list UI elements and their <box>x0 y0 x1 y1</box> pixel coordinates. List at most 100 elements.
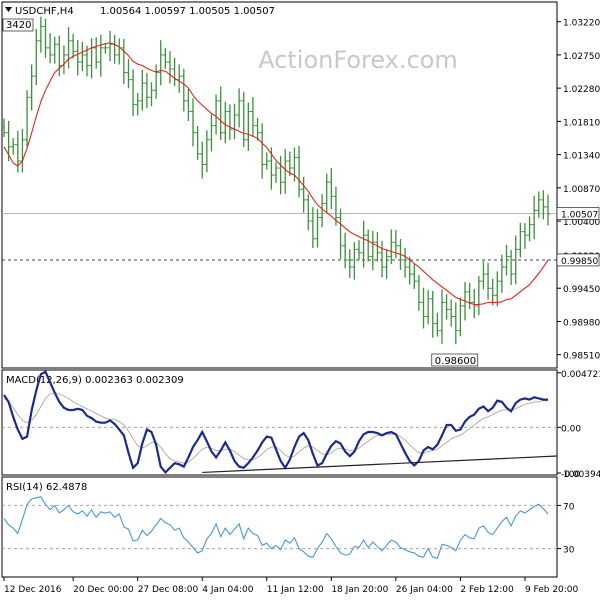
ohlc-bar <box>47 33 53 64</box>
ohlc-bar <box>80 41 85 72</box>
ohlc-bar <box>1 118 7 137</box>
ohlc-bar <box>435 312 440 337</box>
ohlc-bar <box>458 297 463 337</box>
low-annotation-label: 0.98600 <box>435 356 476 367</box>
ohlc-bar <box>508 249 514 285</box>
ohlc-bar <box>103 43 108 54</box>
ohlc-bar <box>181 68 186 112</box>
ohlc-bar <box>499 254 505 293</box>
xtick-label: 12 Dec 2016 <box>4 585 62 595</box>
ohlc-bar <box>126 58 131 89</box>
ohlc-bar <box>287 151 293 176</box>
ohlc-bar <box>296 145 302 198</box>
ohlc-bar <box>495 271 500 307</box>
macd-signal-line <box>3 392 548 464</box>
ohlc-bar <box>352 242 357 280</box>
macd-ytick-label: 0.00 <box>561 424 581 434</box>
collapse-triangle-icon[interactable] <box>5 7 12 12</box>
ohlc-bar <box>448 299 454 327</box>
xtick-label: 11 Jan 12:00 <box>267 585 324 595</box>
ohlc-bar <box>545 194 551 226</box>
ohlc-bar <box>135 92 140 116</box>
time-axis: 12 Dec 2016 20 Dec 00:00 27 Dec 08:00 4 Jan… <box>3 577 579 595</box>
ohlc-bar <box>209 114 214 152</box>
ohlc-bar <box>52 36 57 64</box>
ohlc-bar <box>84 45 90 77</box>
ohlc-bar <box>259 123 265 179</box>
ohlc-bar <box>38 16 44 53</box>
ohlc-bar <box>75 40 80 76</box>
rsi-panel <box>1 476 558 578</box>
ohlc-bar <box>324 173 329 213</box>
rsi-title: RSI(14) 62.4878 <box>6 482 87 493</box>
price-ytick-label: 1.01340 <box>563 152 600 162</box>
ohlc-bar <box>518 222 523 258</box>
ohlc-bar <box>453 302 458 345</box>
price-axis: 1.03220 1.02750 1.02280 1.01810 1.01340 1.008… <box>556 19 600 362</box>
ohlc-bar <box>250 96 256 137</box>
ohlc-bar <box>232 103 237 140</box>
macd-ytick-label: 0.004721 <box>561 370 600 380</box>
ohlc-bar <box>241 91 246 148</box>
ohlc-bar <box>430 290 435 338</box>
ohlc-bar <box>527 216 532 242</box>
price-tag-label: 0.99850 <box>561 257 598 267</box>
moving-average-line <box>3 42 549 306</box>
ohlc-bar <box>531 195 537 240</box>
ohlc-bar <box>278 155 283 195</box>
price-ytick-label: 0.98510 <box>563 352 600 362</box>
ohlc-bar <box>342 232 348 269</box>
macd-axis: 0.004721 0.00 -0.003949 <box>557 370 600 480</box>
price-ytick-label: 1.02750 <box>563 52 600 62</box>
ohlc-bar <box>213 94 219 135</box>
ohlc-bar <box>425 290 431 325</box>
ohlc-bar <box>163 48 168 69</box>
ohlc-bar <box>273 162 279 183</box>
xtick-label: 20 Dec 00:00 <box>73 585 134 595</box>
rsi-line <box>3 496 549 559</box>
ohlc-bar <box>306 194 311 231</box>
ohlc-bar <box>57 35 62 77</box>
rsi-ytick-label: 70 <box>563 502 575 512</box>
ohlc-bar <box>43 18 48 58</box>
macd-trendline <box>202 455 558 474</box>
ohlc-bar <box>66 27 71 69</box>
ohlc-bar <box>366 229 371 262</box>
ohlc-bar <box>472 288 477 319</box>
macd-ytick-label: -0.003949 <box>561 470 600 480</box>
ohlc-bar <box>485 262 491 300</box>
ohlc-bar <box>264 152 269 170</box>
price-ytick-label: 1.01810 <box>563 118 600 128</box>
ohlc-bar <box>29 64 34 111</box>
ohlc-bar <box>283 148 288 194</box>
price-tag-box <box>556 253 600 267</box>
price-ytick-label: 1.00400 <box>563 218 600 228</box>
ohlc-bar <box>389 229 394 264</box>
ohlc-bar <box>24 90 30 147</box>
corner-price-label: 3420 <box>6 20 31 31</box>
xtick-label: 27 Dec 08:00 <box>138 585 199 595</box>
ohlc-bar <box>439 289 445 344</box>
ohlc-bar <box>223 101 228 144</box>
ohlc-bar <box>407 256 412 285</box>
ohlc-bar <box>158 40 163 86</box>
price-ytick-label: 0.99450 <box>563 285 600 295</box>
ohlc-bar <box>416 274 422 311</box>
ohlc-bar <box>329 167 334 210</box>
ohlc-bar <box>370 230 376 271</box>
ohlc-bar <box>204 130 210 173</box>
rsi-plot <box>2 496 557 559</box>
ohlc-bar <box>513 235 518 285</box>
price-header: USDCHF,H4 1.00564 1.00597 1.00505 1.0050… <box>2 6 275 32</box>
ohlc-bar <box>11 138 16 155</box>
ohlc-bar <box>412 263 417 290</box>
ohlc-bar <box>172 57 177 86</box>
ohlc-bar <box>70 33 76 59</box>
macd-plot <box>2 370 558 475</box>
ohlc-bar <box>490 278 495 306</box>
ohlc-bar <box>384 249 389 279</box>
ohlc-bar <box>402 247 408 278</box>
ohlc-bar <box>444 294 449 320</box>
ohlc-bar <box>421 287 426 329</box>
ohlc-bar <box>522 223 528 249</box>
